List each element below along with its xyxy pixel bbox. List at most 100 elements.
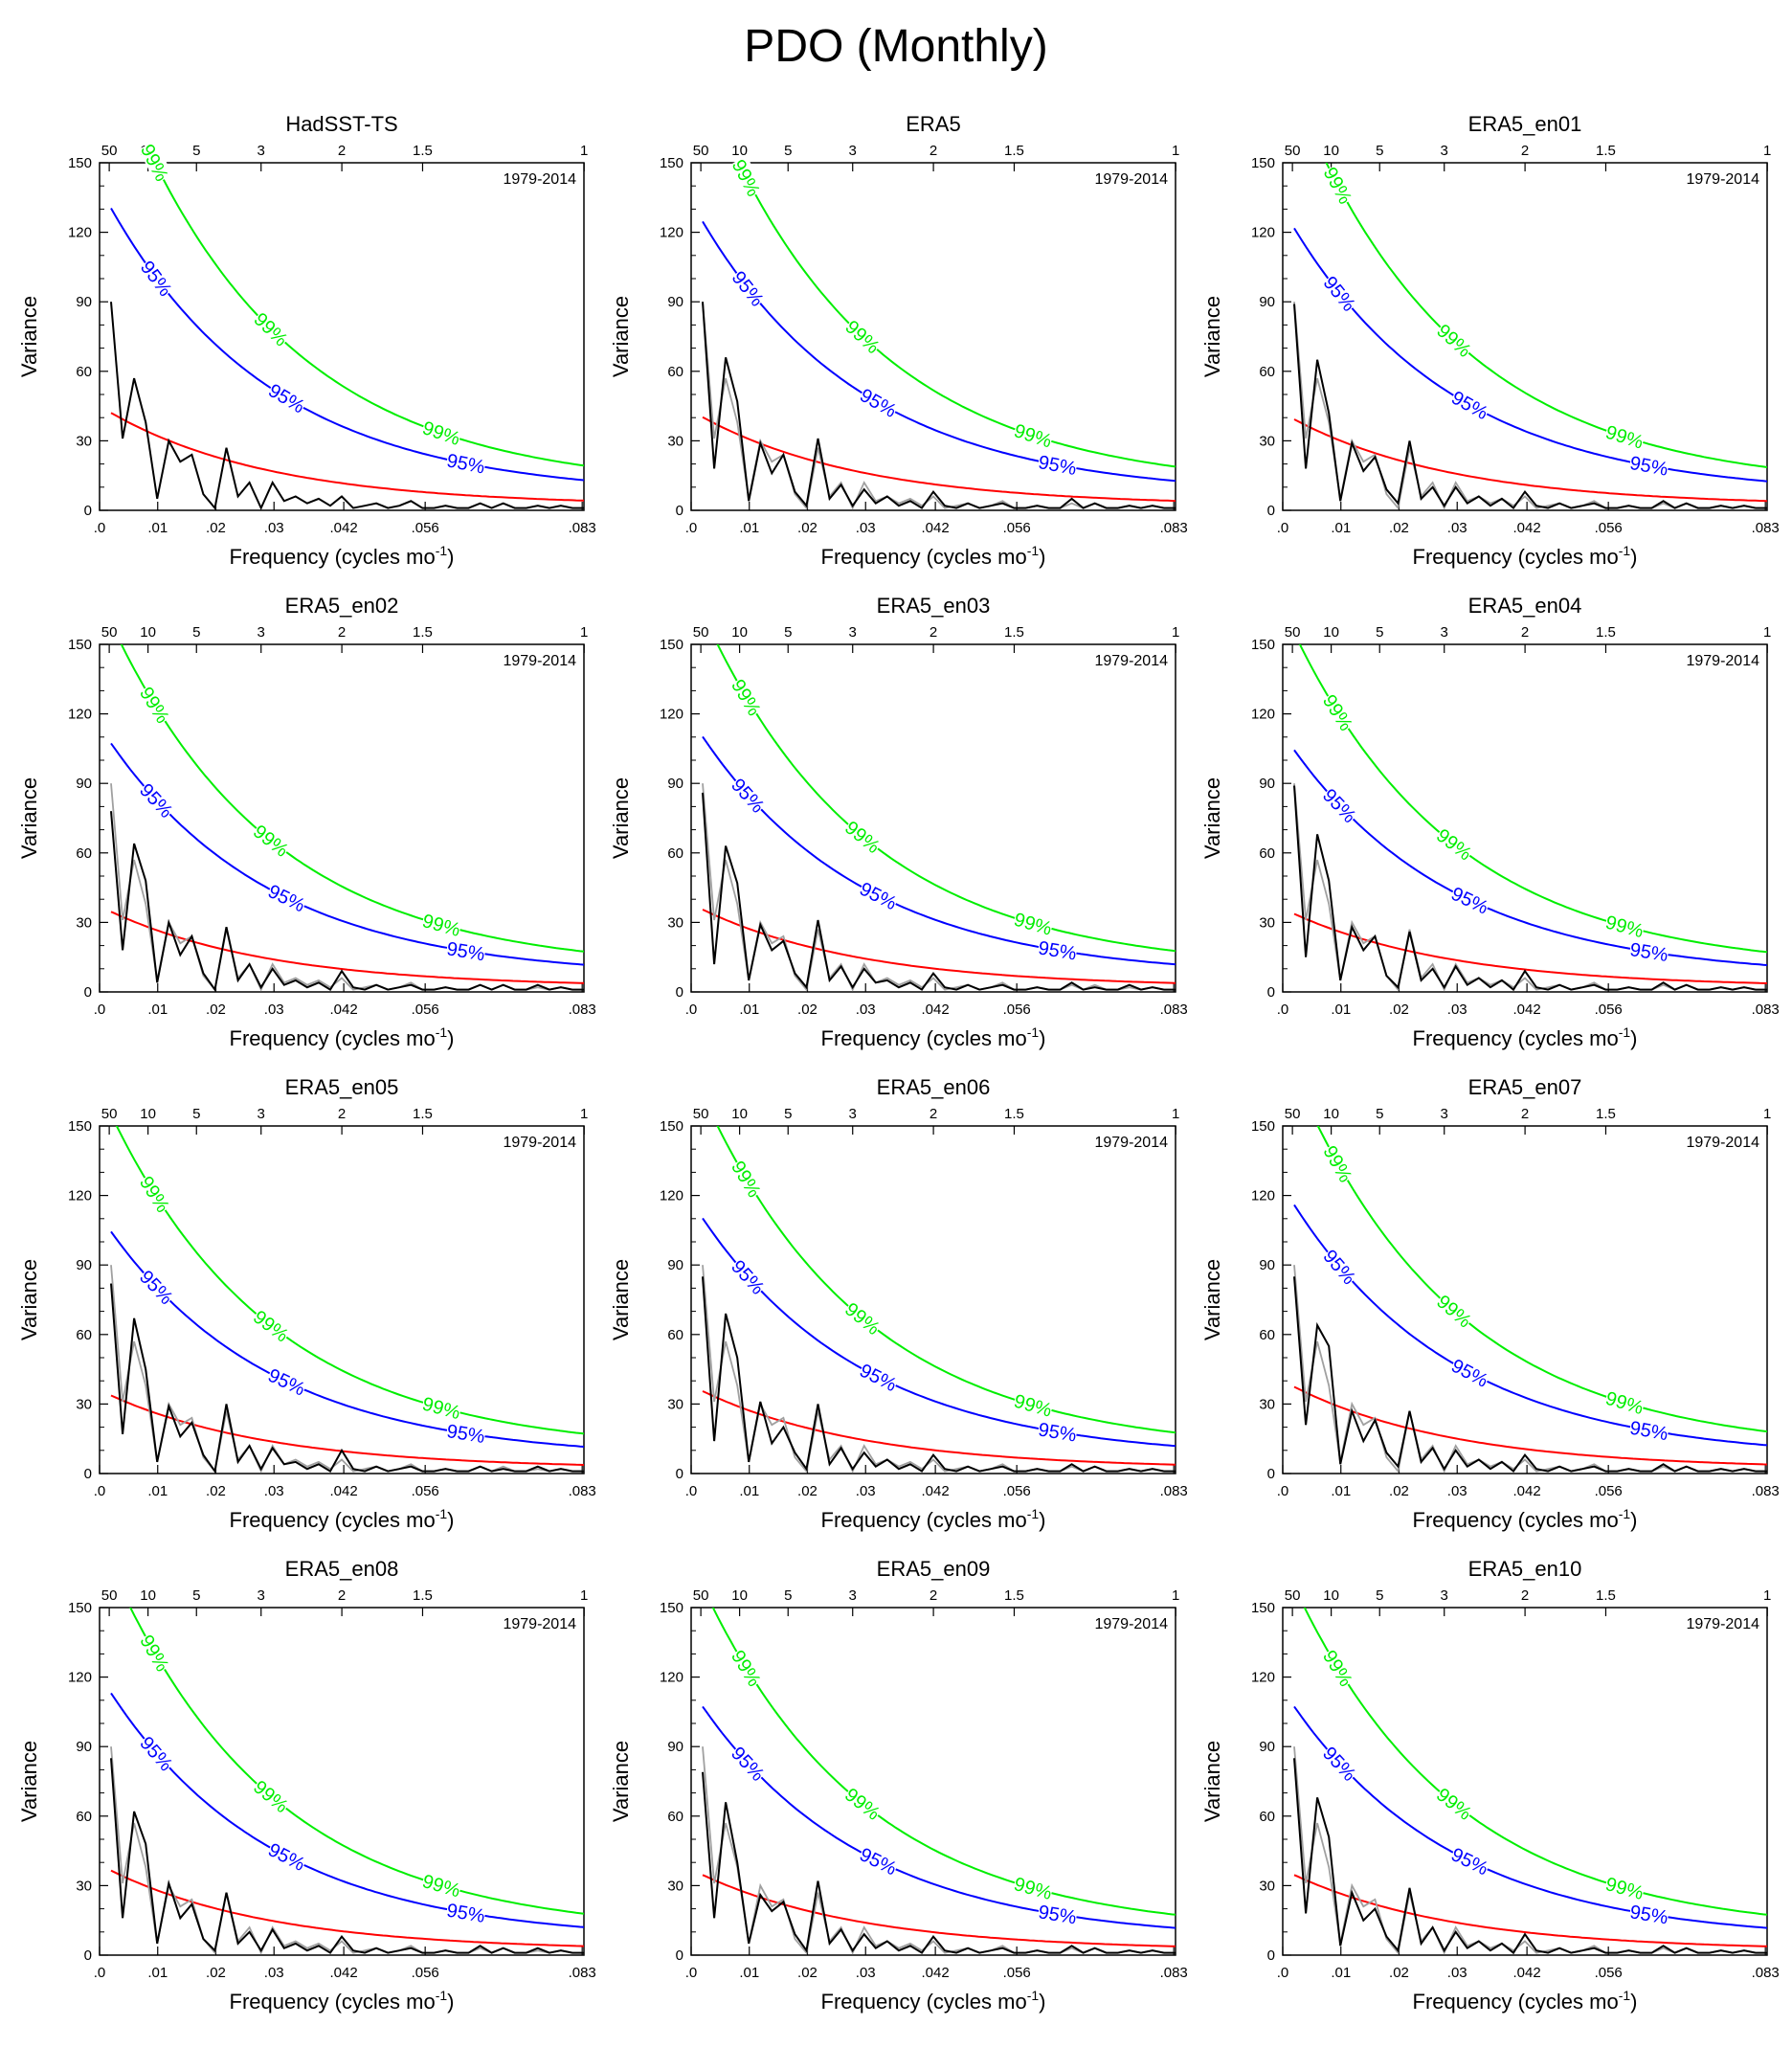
top-tick-label: 1 bbox=[580, 1106, 588, 1122]
label-99-upper-bg bbox=[137, 1172, 174, 1215]
y-tick-label: 0 bbox=[84, 984, 92, 1001]
label-99-lower-bg bbox=[1434, 319, 1476, 360]
label-95-right-group: 95% bbox=[445, 937, 486, 965]
label-99-right-bg bbox=[1012, 908, 1055, 937]
spectrum-line bbox=[110, 1283, 584, 1474]
label-95-right: 95% bbox=[1628, 1418, 1669, 1446]
top-tick-label: 2 bbox=[338, 624, 346, 641]
chart-panel: ERA5_en071979-20140306090120150.0.01.02.… bbox=[1200, 1075, 1780, 1532]
x-tick-label: .03 bbox=[856, 1965, 876, 1981]
x-tick-label: .02 bbox=[1389, 1965, 1409, 1981]
label-99-upper: 99% bbox=[727, 1647, 765, 1691]
x-tick-label: .083 bbox=[1160, 1965, 1188, 1981]
x-tick-label: .03 bbox=[856, 1001, 876, 1018]
x-tick-label: .056 bbox=[1003, 1483, 1031, 1499]
top-tick-label: 3 bbox=[1441, 1106, 1448, 1122]
x-axis-label-main: Frequency (cycles mo bbox=[1413, 545, 1619, 569]
top-tick-label: 1.5 bbox=[413, 1587, 433, 1604]
label-99-upper-group: 99% bbox=[727, 1646, 766, 1691]
x-tick-label: .056 bbox=[1595, 520, 1623, 536]
top-tick-label: 10 bbox=[140, 624, 156, 641]
reference-spectrum-line bbox=[110, 1265, 584, 1474]
y-tick-label: 90 bbox=[76, 776, 92, 792]
confidence-99-line bbox=[1303, 1608, 1767, 1916]
top-tick-label: 50 bbox=[1285, 1106, 1301, 1122]
y-tick-label: 0 bbox=[84, 1947, 92, 1964]
top-tick-label: 3 bbox=[849, 143, 857, 159]
label-95-right-group: 95% bbox=[1037, 1901, 1078, 1928]
x-axis-label-main: Frequency (cycles mo bbox=[821, 545, 1027, 569]
x-tick-label: .042 bbox=[1513, 1001, 1541, 1018]
label-95-upper: 95% bbox=[135, 1267, 177, 1309]
label-95-right-group: 95% bbox=[445, 1420, 486, 1448]
x-tick-label: .0 bbox=[1277, 1483, 1289, 1499]
top-tick-label: 2 bbox=[338, 1106, 346, 1122]
top-tick-label: 50 bbox=[101, 1587, 118, 1604]
label-95-lower: 95% bbox=[1447, 388, 1491, 425]
y-tick-label: 0 bbox=[676, 503, 683, 519]
top-tick-label: 5 bbox=[784, 1106, 792, 1122]
label-99-upper-group: 99% bbox=[727, 675, 766, 720]
x-tick-label: .02 bbox=[797, 520, 818, 536]
x-tick-label: .02 bbox=[206, 1483, 226, 1499]
top-tick-label: 10 bbox=[731, 143, 748, 159]
y-tick-label: 120 bbox=[68, 225, 92, 241]
y-tick-label: 0 bbox=[1267, 503, 1275, 519]
top-tick-label: 3 bbox=[1441, 1587, 1448, 1604]
top-tick-label: 1.5 bbox=[413, 1106, 433, 1122]
y-tick-label: 60 bbox=[76, 845, 92, 862]
label-99-upper-bg bbox=[137, 683, 174, 726]
y-tick-label: 90 bbox=[1259, 294, 1275, 310]
y-axis-label: Variance bbox=[609, 1259, 633, 1340]
x-tick-label: .056 bbox=[412, 520, 439, 536]
label-99-upper-group: 99% bbox=[135, 1172, 174, 1217]
label-99-right: 99% bbox=[1603, 912, 1646, 943]
plot-frame bbox=[690, 162, 1176, 511]
y-tick-label: 0 bbox=[84, 503, 92, 519]
y-tick-label: 30 bbox=[1259, 1878, 1275, 1894]
label-95-upper-bg bbox=[138, 257, 177, 300]
x-tick-label: .02 bbox=[1389, 520, 1409, 536]
x-tick-label: .083 bbox=[569, 1483, 596, 1499]
y-tick-label: 150 bbox=[660, 1600, 683, 1616]
label-99-right: 99% bbox=[1011, 420, 1054, 452]
red-noise-line bbox=[702, 416, 1176, 503]
label-95-right: 95% bbox=[1628, 453, 1670, 481]
label-99-upper-group: 99% bbox=[135, 683, 174, 728]
x-tick-label: .03 bbox=[264, 520, 284, 536]
label-95-right-bg bbox=[1628, 451, 1670, 478]
label-95-lower-group: 95% bbox=[264, 1363, 309, 1401]
confidence-99-line bbox=[1325, 163, 1767, 468]
label-99-right-bg bbox=[1603, 911, 1646, 940]
y-tick-label: 90 bbox=[76, 294, 92, 310]
top-tick-label: 1.5 bbox=[1596, 624, 1616, 641]
label-99-upper-bg bbox=[138, 140, 173, 184]
label-99-upper-group: 99% bbox=[727, 1157, 766, 1202]
y-tick-label: 120 bbox=[1251, 225, 1275, 241]
x-tick-label: .02 bbox=[797, 1483, 818, 1499]
y-axis-label: Variance bbox=[609, 1741, 633, 1822]
top-tick-label: 1.5 bbox=[1596, 1106, 1616, 1122]
x-tick-label: .01 bbox=[1331, 1483, 1351, 1499]
confidence-95-line bbox=[110, 1230, 584, 1448]
y-tick-label: 60 bbox=[667, 364, 683, 380]
label-99-right-group: 99% bbox=[1011, 419, 1055, 453]
label-95-lower: 95% bbox=[1447, 1844, 1491, 1879]
y-tick-label: 30 bbox=[76, 1878, 92, 1894]
label-95-lower-bg bbox=[1448, 882, 1492, 916]
confidence-99-line bbox=[120, 644, 584, 953]
x-tick-label: .03 bbox=[856, 1483, 876, 1499]
label-99-upper: 99% bbox=[727, 676, 765, 720]
y-tick-label: 60 bbox=[76, 1327, 92, 1343]
label-95-lower-group: 95% bbox=[264, 379, 309, 418]
top-tick-label: 5 bbox=[1376, 1587, 1383, 1604]
x-tick-label: .01 bbox=[1331, 1965, 1351, 1981]
label-95-right-bg bbox=[445, 937, 487, 963]
top-tick-label: 5 bbox=[1376, 143, 1383, 159]
y-tick-label: 90 bbox=[76, 1739, 92, 1755]
label-95-right-group: 95% bbox=[445, 449, 486, 479]
plot-frame bbox=[99, 643, 585, 993]
label-99-lower-bg bbox=[250, 820, 293, 860]
y-tick-label: 90 bbox=[667, 1739, 683, 1755]
